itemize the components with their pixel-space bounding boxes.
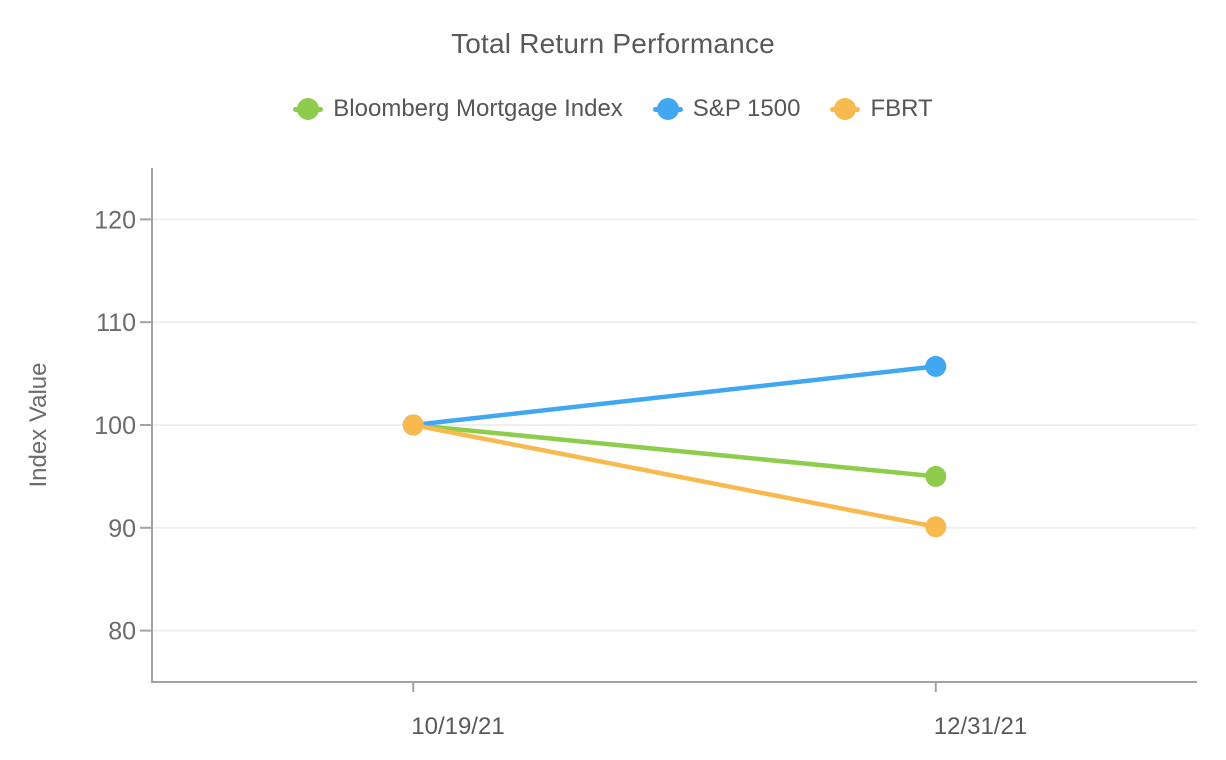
legend-series-marker-icon: [830, 98, 861, 120]
series-line-bloomberg-mortgage-index: [411, 422, 938, 479]
legend-item-fbrt[interactable]: FBRT: [830, 95, 933, 123]
legend-series-marker-icon: [293, 98, 324, 120]
y-tick-label-120: 120: [94, 206, 136, 234]
data-point-bloomberg-mortgage-index-12-31-21: [925, 465, 947, 487]
data-point-fbrt-12-31-21: [925, 516, 947, 538]
chart-title: Total Return Performance: [451, 28, 775, 59]
legend-item-s-p-1500[interactable]: S&P 1500: [652, 95, 801, 123]
legend-circle-marker: [297, 98, 320, 120]
y-tick-label-80: 80: [108, 618, 136, 646]
legend-label: FBRT: [870, 95, 933, 122]
y-axis-title: Index Value: [25, 363, 52, 488]
x-tick-label-12-31-21: 12/31/21: [934, 713, 1027, 740]
x-tick-label-10-19-21: 10/19/21: [411, 713, 504, 740]
series-line-fbrt: [411, 422, 938, 530]
data-point-fbrt-10-19-21: [402, 414, 424, 436]
data-point-s-p-1500-12-31-21: [925, 355, 947, 377]
legend-series-marker-icon: [652, 98, 683, 120]
chart-legend: Bloomberg Mortgage Index S&P 1500 FBRT: [0, 95, 1226, 123]
legend-circle-marker: [834, 98, 857, 120]
legend-circle-marker: [656, 98, 679, 120]
y-tick-label-110: 110: [96, 309, 136, 337]
y-tick-label-90: 90: [108, 515, 136, 543]
legend-label: Bloomberg Mortgage Index: [333, 95, 623, 122]
y-tick-label-100: 100: [94, 412, 136, 440]
series-line-s-p-1500: [411, 364, 938, 428]
legend-item-bloomberg-mortgage-index[interactable]: Bloomberg Mortgage Index: [293, 95, 623, 123]
legend-label: S&P 1500: [692, 95, 801, 122]
